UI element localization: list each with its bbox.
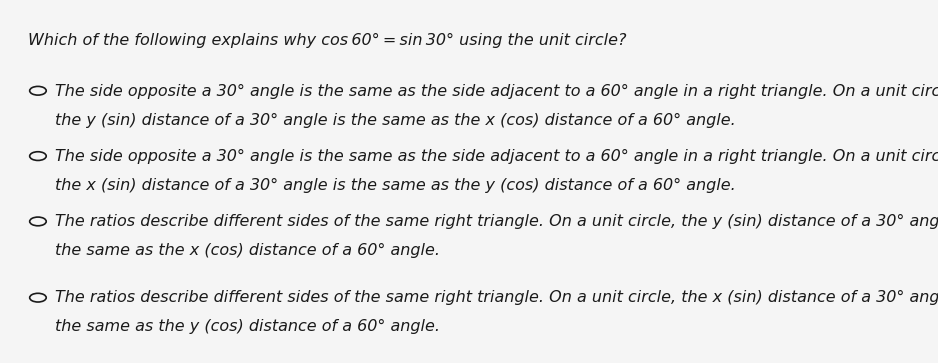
Text: the same as the ​y​ (cos) distance of a 60° angle.: the same as the ​y​ (cos) distance of a … xyxy=(55,319,440,334)
Text: The ratios describe different sides of the same right triangle. On a unit circle: The ratios describe different sides of t… xyxy=(55,214,938,229)
Text: The side opposite a 30° angle is the same as the side adjacent to a 60° angle in: The side opposite a 30° angle is the sam… xyxy=(55,149,938,164)
Text: Which of the following explains why cos 60° = sin 30° using the unit circle?: Which of the following explains why cos … xyxy=(27,33,626,48)
Text: The ratios describe different sides of the same right triangle. On a unit circle: The ratios describe different sides of t… xyxy=(55,290,938,305)
Text: the same as the ​x​ (cos) distance of a 60° angle.: the same as the ​x​ (cos) distance of a … xyxy=(55,243,440,258)
Text: the ​x​ (sin) distance of a 30° angle is the same as the ​y​ (cos) distance of a: the ​x​ (sin) distance of a 30° angle is… xyxy=(55,178,736,193)
Text: the ​y​ (sin) distance of a 30° angle is the same as the ​x​ (cos) distance of a: the ​y​ (sin) distance of a 30° angle is… xyxy=(55,113,736,127)
Text: The side opposite a 30° angle is the same as the side adjacent to a 60° angle in: The side opposite a 30° angle is the sam… xyxy=(55,83,938,98)
